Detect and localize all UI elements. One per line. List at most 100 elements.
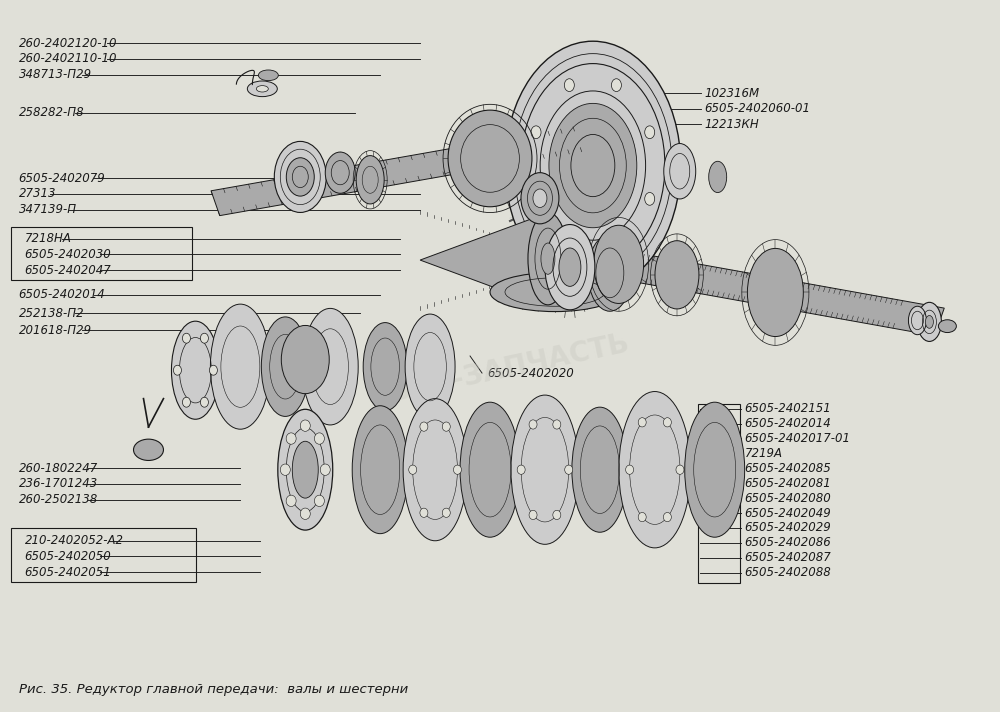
Ellipse shape xyxy=(442,508,450,518)
Ellipse shape xyxy=(588,234,632,311)
Ellipse shape xyxy=(258,70,278,80)
Ellipse shape xyxy=(314,495,324,506)
Ellipse shape xyxy=(517,465,525,474)
Ellipse shape xyxy=(300,508,310,520)
Ellipse shape xyxy=(564,239,574,252)
Ellipse shape xyxy=(572,407,628,533)
Ellipse shape xyxy=(559,248,581,286)
Text: 6505-2402087: 6505-2402087 xyxy=(745,551,831,565)
Ellipse shape xyxy=(280,464,290,476)
Text: АВТО-ЗАПЧАСТЬ: АВТО-ЗАПЧАСТЬ xyxy=(367,329,633,412)
Text: 6505-2402060-01: 6505-2402060-01 xyxy=(705,103,811,115)
Ellipse shape xyxy=(292,441,318,498)
Text: 6505-2402014: 6505-2402014 xyxy=(19,288,105,301)
Text: 260-2502138: 260-2502138 xyxy=(19,493,98,506)
Ellipse shape xyxy=(619,392,691,548)
Ellipse shape xyxy=(453,465,461,474)
Ellipse shape xyxy=(182,333,190,343)
Ellipse shape xyxy=(247,81,277,97)
Text: 6505-2402086: 6505-2402086 xyxy=(745,536,831,550)
Text: 210-2402052-А2: 210-2402052-А2 xyxy=(25,534,124,548)
Text: 252138-П2: 252138-П2 xyxy=(19,307,84,320)
Ellipse shape xyxy=(553,511,561,520)
Ellipse shape xyxy=(545,224,595,310)
Ellipse shape xyxy=(655,241,699,309)
Text: 27313: 27313 xyxy=(19,187,56,201)
Ellipse shape xyxy=(533,189,547,207)
Ellipse shape xyxy=(549,103,637,228)
Text: 6505-2402029: 6505-2402029 xyxy=(745,521,831,535)
Ellipse shape xyxy=(448,110,532,206)
Ellipse shape xyxy=(521,63,665,268)
Ellipse shape xyxy=(302,308,358,425)
Text: 6505-2402050: 6505-2402050 xyxy=(25,550,111,563)
Ellipse shape xyxy=(645,192,655,205)
Text: 6505-2402080: 6505-2402080 xyxy=(745,491,831,505)
Ellipse shape xyxy=(420,508,428,518)
Text: 12213КН: 12213КН xyxy=(705,118,759,131)
Text: 236-1701243: 236-1701243 xyxy=(19,478,98,491)
Bar xyxy=(11,226,192,280)
Ellipse shape xyxy=(553,420,561,429)
Polygon shape xyxy=(211,125,594,216)
Text: 260-2402120-10: 260-2402120-10 xyxy=(19,37,117,50)
Text: Рис. 35. Редуктор главной передачи:  валы и шестерни: Рис. 35. Редуктор главной передачи: валы… xyxy=(19,684,408,696)
Ellipse shape xyxy=(531,126,541,139)
Ellipse shape xyxy=(320,464,330,476)
Ellipse shape xyxy=(564,79,574,92)
Ellipse shape xyxy=(256,85,268,92)
Ellipse shape xyxy=(409,465,417,474)
Text: 6505-2402014: 6505-2402014 xyxy=(745,417,831,430)
Ellipse shape xyxy=(403,399,467,540)
Ellipse shape xyxy=(521,173,559,224)
Ellipse shape xyxy=(925,315,933,328)
Ellipse shape xyxy=(638,418,646,427)
Ellipse shape xyxy=(611,79,621,92)
Bar xyxy=(11,528,196,582)
Ellipse shape xyxy=(611,239,621,252)
Ellipse shape xyxy=(420,422,428,431)
Ellipse shape xyxy=(286,158,314,196)
Ellipse shape xyxy=(676,465,684,474)
Text: 7219А: 7219А xyxy=(745,447,783,460)
Ellipse shape xyxy=(917,303,941,342)
Ellipse shape xyxy=(274,142,326,212)
Ellipse shape xyxy=(278,409,333,530)
Text: 6505-2402051: 6505-2402051 xyxy=(25,565,111,579)
Text: 6505-2402020: 6505-2402020 xyxy=(487,367,574,379)
Ellipse shape xyxy=(460,402,520,538)
Ellipse shape xyxy=(405,314,455,419)
Ellipse shape xyxy=(565,465,573,474)
Text: 347139-П: 347139-П xyxy=(19,203,77,216)
Ellipse shape xyxy=(529,511,537,520)
Ellipse shape xyxy=(314,433,324,444)
Text: 6505-2402088: 6505-2402088 xyxy=(745,566,831,580)
Ellipse shape xyxy=(645,126,655,139)
Ellipse shape xyxy=(594,225,644,303)
Polygon shape xyxy=(570,243,944,335)
Ellipse shape xyxy=(182,397,190,407)
Text: 6505-2402017-01: 6505-2402017-01 xyxy=(745,432,851,445)
Ellipse shape xyxy=(173,365,181,375)
Ellipse shape xyxy=(747,248,803,337)
Ellipse shape xyxy=(210,304,270,429)
Ellipse shape xyxy=(490,273,620,312)
Ellipse shape xyxy=(938,320,956,333)
Text: 260-2402110-10: 260-2402110-10 xyxy=(19,53,117,66)
Text: 6505-2402079: 6505-2402079 xyxy=(19,172,105,185)
Text: 6505-2402085: 6505-2402085 xyxy=(745,462,831,475)
Ellipse shape xyxy=(709,162,727,192)
Ellipse shape xyxy=(352,406,408,534)
Ellipse shape xyxy=(685,402,745,538)
Ellipse shape xyxy=(261,317,309,417)
Ellipse shape xyxy=(442,422,450,431)
Ellipse shape xyxy=(908,306,926,335)
Ellipse shape xyxy=(286,495,296,506)
Ellipse shape xyxy=(505,41,681,290)
Text: 258282-П8: 258282-П8 xyxy=(19,107,84,120)
Text: 6505-2402049: 6505-2402049 xyxy=(745,506,831,520)
Ellipse shape xyxy=(528,212,568,305)
Ellipse shape xyxy=(541,243,555,274)
Ellipse shape xyxy=(209,365,217,375)
Ellipse shape xyxy=(286,433,296,444)
